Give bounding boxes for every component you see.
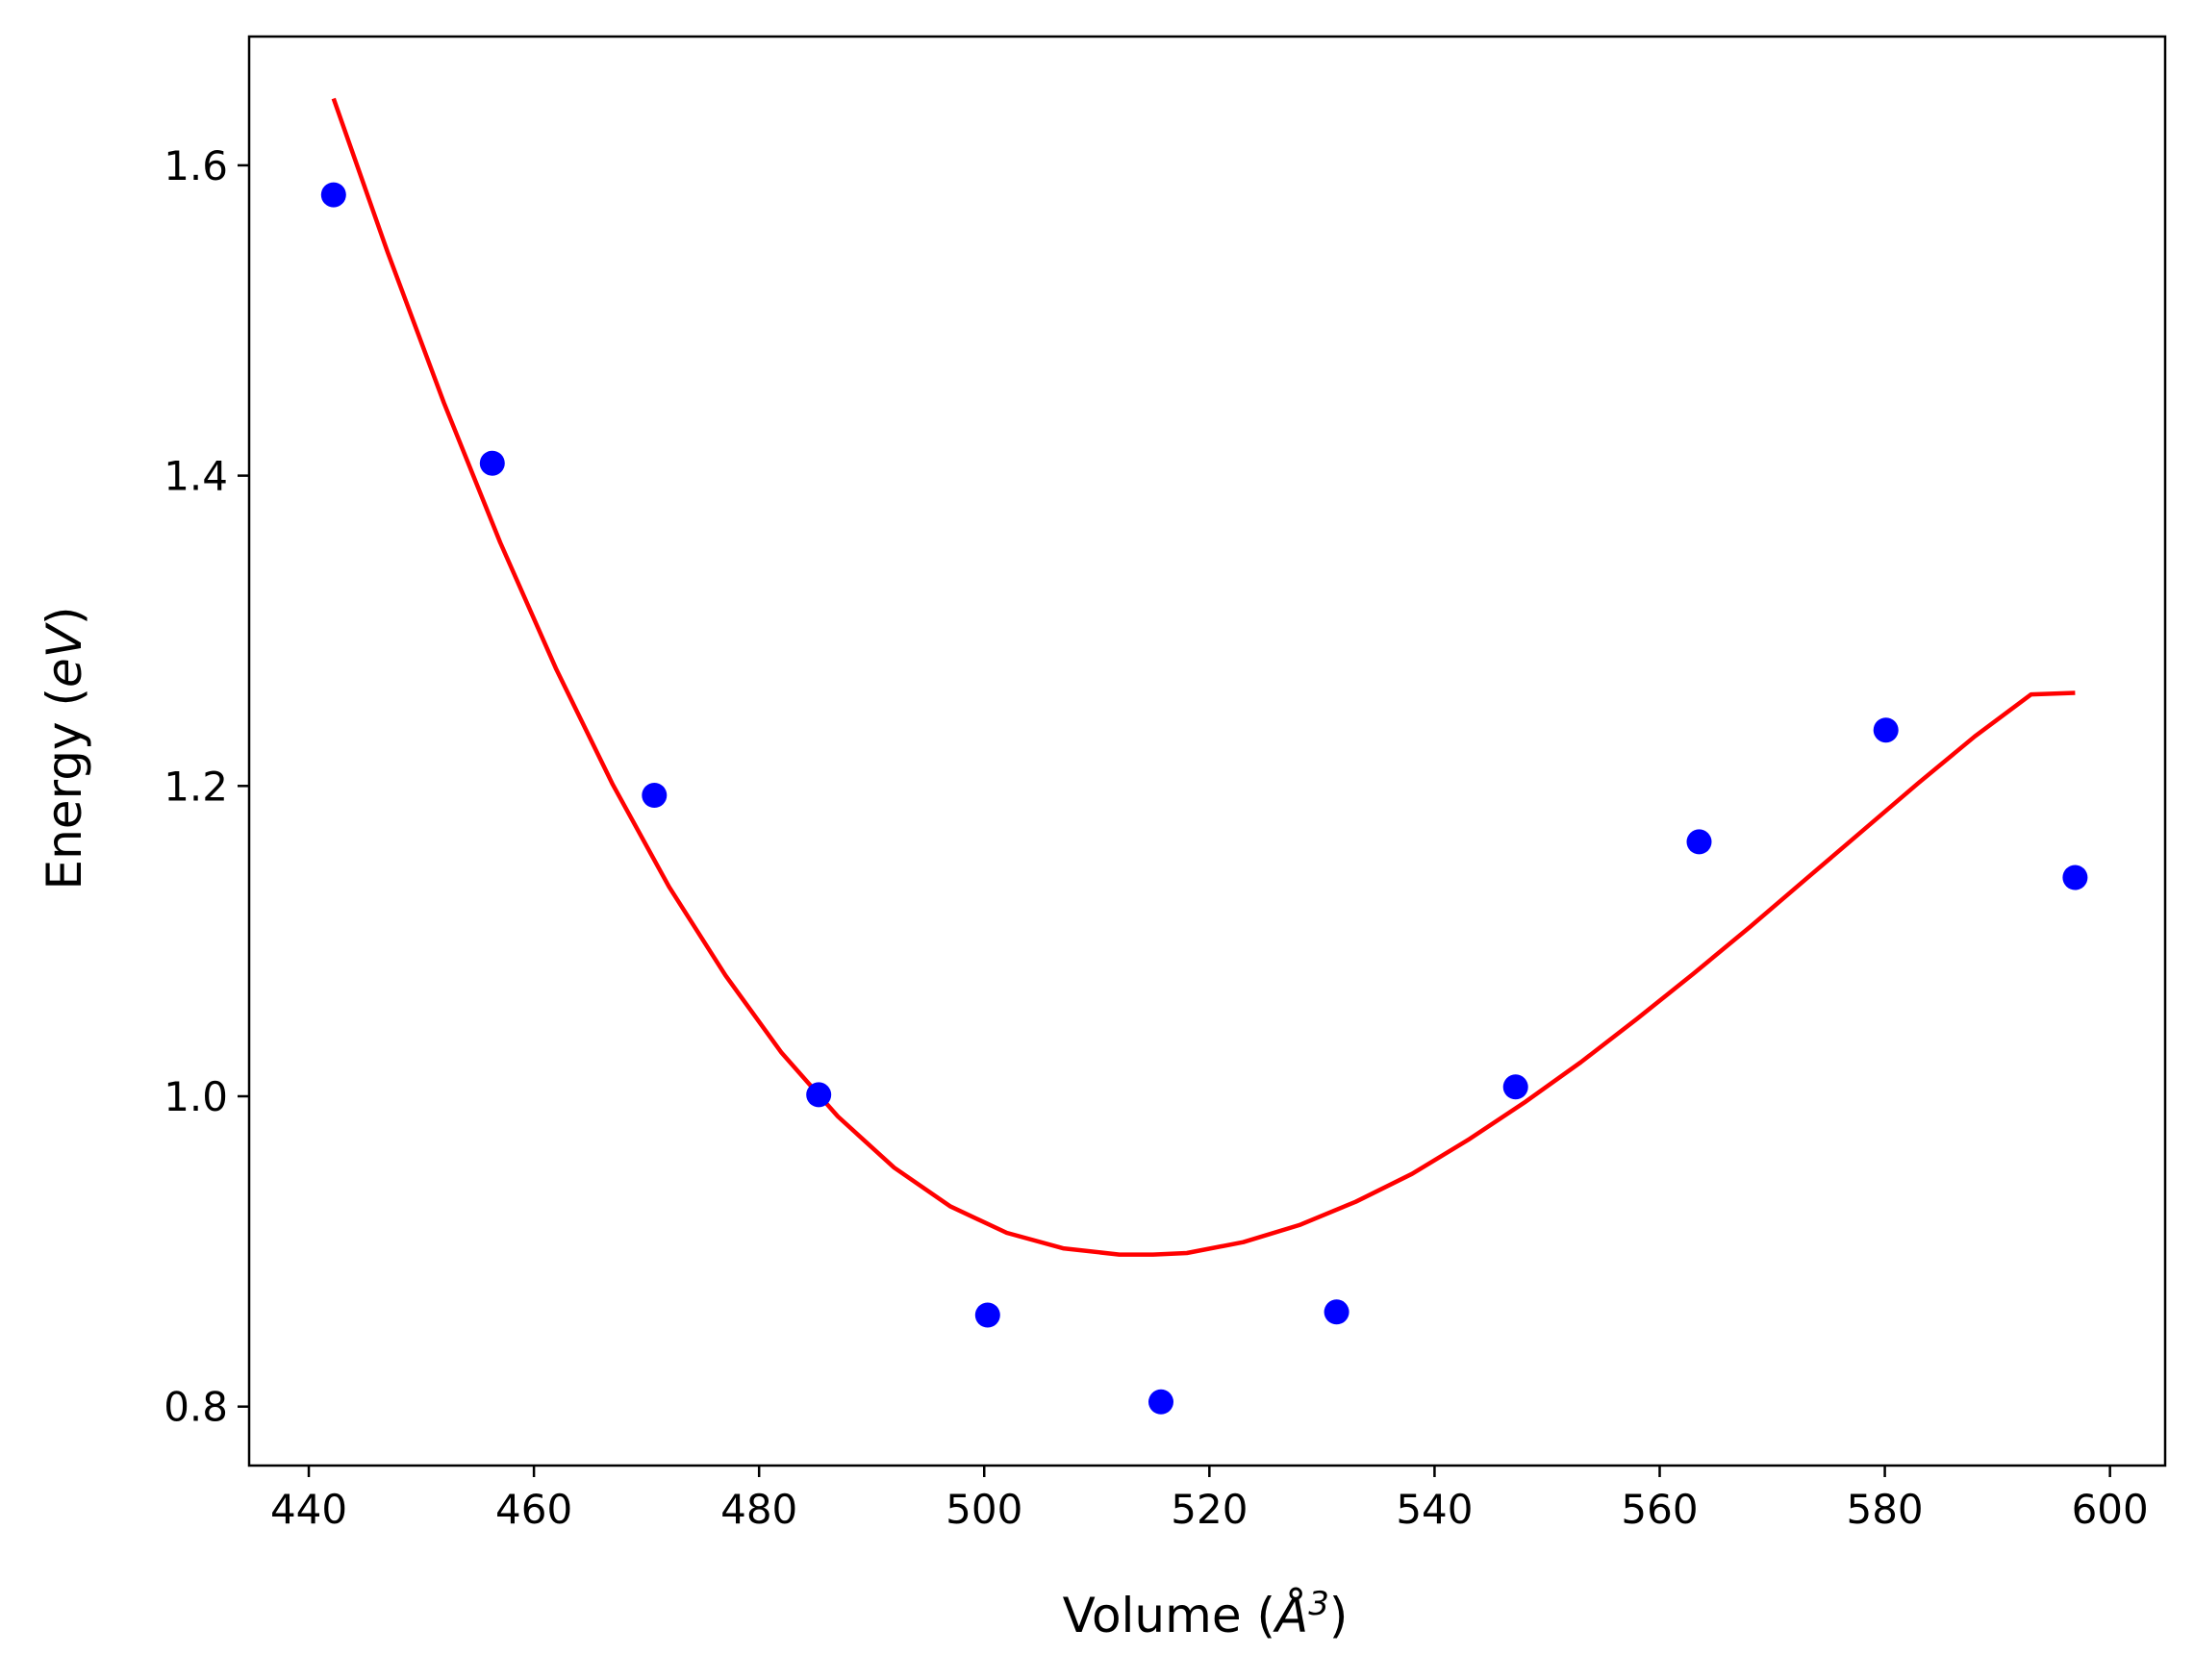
data-point (320, 182, 346, 208)
data-point (1502, 1074, 1528, 1100)
y-axis-label-prefix: Energy ( (37, 688, 92, 890)
x-tick-label: 600 (2072, 1486, 2149, 1533)
data-point (974, 1302, 1000, 1328)
x-tick-label: 460 (495, 1486, 572, 1533)
data-point (479, 450, 505, 476)
x-tick-label: 560 (1621, 1486, 1698, 1533)
y-tick-label: 1.0 (164, 1073, 228, 1120)
y-axis-label-unit: eV (37, 621, 92, 688)
y-axis-label: Energy (eV) (37, 607, 92, 890)
y-tick-label: 0.8 (164, 1384, 228, 1431)
y-tick-label: 1.6 (164, 142, 228, 189)
data-point (642, 783, 668, 808)
x-tick-label: 500 (946, 1486, 1022, 1533)
y-axis-label-suffix: ) (37, 607, 92, 626)
y-tick-label: 1.4 (164, 453, 228, 500)
data-point (1324, 1299, 1349, 1325)
fit-curve-layer (331, 97, 2076, 1257)
x-axis-label-superscript: 3 (1308, 1585, 1329, 1623)
x-axis-label: Volume (Å3) (1063, 1585, 1349, 1643)
fit-curve (331, 97, 2076, 1257)
x-axis-label-suffix: ) (1329, 1588, 1349, 1643)
y-axis-ticks: 0.8 1.0 1.2 1.4 1.6 (164, 142, 249, 1431)
x-tick-label: 540 (1396, 1486, 1473, 1533)
x-axis-ticks: 440 460 480 500 520 540 560 580 600 (270, 1466, 2149, 1533)
plot-frame (247, 35, 2167, 1467)
y-tick-label: 1.2 (164, 763, 228, 810)
x-tick-label: 440 (270, 1486, 347, 1533)
data-point (1686, 829, 1712, 855)
x-axis-label-prefix: Volume ( (1063, 1588, 1275, 1643)
data-point (806, 1082, 832, 1108)
data-point (1148, 1389, 1173, 1415)
data-points-layer (320, 182, 2088, 1415)
data-point (2062, 865, 2088, 890)
data-point (1873, 717, 1899, 743)
x-axis-label-symbol: Å (1273, 1588, 1308, 1643)
x-tick-label: 520 (1171, 1486, 1248, 1533)
x-tick-label: 580 (1846, 1486, 1923, 1533)
x-tick-label: 480 (720, 1486, 797, 1533)
